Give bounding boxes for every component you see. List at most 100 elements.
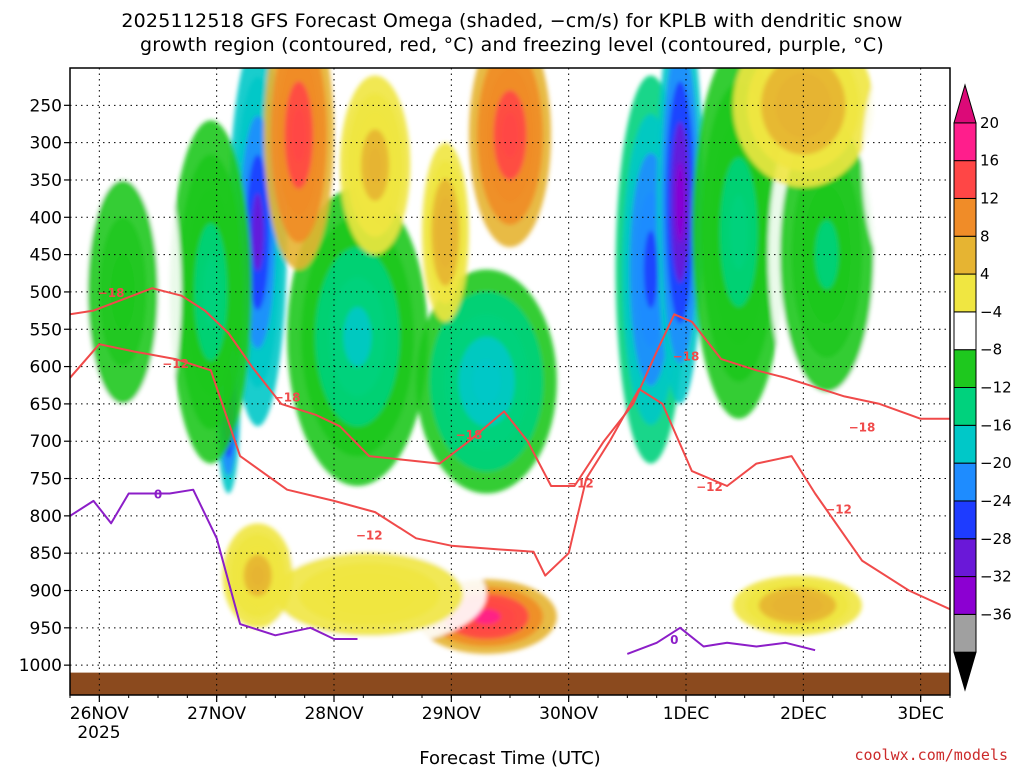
colorbar-end-high	[953, 83, 977, 124]
contour-labels: −18 −18 −18 −18 −18 −12 −12 −12 −12 −12 0 0	[98, 286, 876, 647]
omega-cell-rising-5-4	[643, 230, 658, 309]
contour-label--12-4: −12	[825, 502, 852, 516]
colorbar: 20 16 12 8 4 −4 −8 −12 −16 −20 −24 −28 −32 −36	[953, 83, 1012, 692]
colorbar-bin-7	[953, 387, 977, 426]
omega-shading	[70, 68, 933, 654]
colorbar-label-10: −24	[980, 492, 1012, 510]
omega-cell-sinking-16-4	[250, 565, 265, 587]
x-axis-year-label: 2025	[77, 723, 120, 743]
omega-cell-rising-0-4	[251, 193, 264, 272]
colorbar-label-13: −36	[980, 605, 1012, 623]
omega-cell-rising-6-4	[675, 162, 685, 243]
colorbar-label-5: −4	[980, 303, 1002, 321]
colorbar-bin-5	[953, 462, 977, 502]
x-tick-label-6: 2DEC	[780, 704, 827, 724]
contour-label--12-2: −12	[567, 476, 594, 490]
omega-cell-rising-9-4	[111, 254, 135, 330]
omega-cell-sinking-17-4	[789, 88, 818, 122]
contour-label-0-0: 0	[154, 487, 162, 501]
contour-label-0b-0: 0	[670, 633, 678, 647]
omega-cell-sinking-10-4	[291, 108, 306, 163]
colorbar-label-7: −12	[980, 379, 1012, 397]
colorbar-bin-13	[953, 160, 977, 199]
colorbar-bin-10	[953, 273, 977, 313]
contour-lines	[70, 287, 950, 655]
omega-cell-rising-4-4	[472, 359, 501, 404]
contour-label--12-1: −12	[356, 529, 383, 543]
y-tick-label-550: 550	[30, 320, 62, 340]
y-tick-label-650: 650	[30, 395, 62, 415]
colorbar-label-11: −28	[980, 530, 1012, 548]
x-tick-label-2: 28NOV	[304, 704, 363, 724]
omega-cell-rising-3-4	[343, 306, 372, 367]
y-tick-label-750: 750	[30, 470, 62, 490]
omega-cell-rising-2-4	[202, 257, 220, 327]
contour-line--12	[70, 343, 950, 611]
omega-cell-rising-8-4	[815, 220, 839, 289]
x-tick-label-7: 3DEC	[897, 704, 944, 724]
omega-cell-rising-7-4	[729, 194, 749, 270]
ground-layer	[70, 672, 950, 695]
contour-label--18-2: −18	[456, 428, 483, 442]
chart-title-line1: 2025112518 GFS Forecast Omega (shaded, −…	[121, 10, 902, 32]
y-tick-label-600: 600	[30, 358, 62, 378]
chart-title-line2: growth region (contoured, red, °C) and f…	[140, 34, 884, 56]
x-tick-label-0: 26NOV	[70, 704, 129, 724]
omega-cell-sinking-18-4	[784, 599, 811, 612]
x-axis-title: Forecast Time (UTC)	[419, 748, 600, 768]
contour-label--18-1: −18	[274, 390, 301, 404]
colorbar-label-6: −8	[980, 341, 1002, 359]
y-tick-label-250: 250	[30, 96, 62, 116]
credit-text: coolwx.com/models	[854, 746, 1008, 764]
y-tick-label-350: 350	[30, 171, 62, 191]
contour-label--12-0: −12	[162, 357, 189, 371]
colorbar-label-4: 4	[980, 265, 990, 283]
y-tick-label-850: 850	[30, 544, 62, 564]
colorbar-bin-2	[953, 576, 977, 615]
omega-cell-sinking-19-4	[890, 142, 905, 188]
y-tick-label-300: 300	[30, 134, 62, 154]
contour-line-0	[70, 488, 358, 640]
y-tick-label-900: 900	[30, 582, 62, 602]
omega-cell-sinking-15-4	[345, 583, 393, 605]
colorbar-bin-12	[953, 197, 977, 237]
y-tick-label-450: 450	[30, 246, 62, 266]
ground-surface	[70, 672, 950, 695]
contour-line--18	[70, 287, 950, 487]
colorbar-label-3: 8	[980, 227, 990, 245]
y-tick-label-500: 500	[30, 283, 62, 303]
contour-label--18-0: −18	[98, 286, 125, 300]
x-axis: 26NOV 27NOV 28NOV 29NOV 30NOV 1DEC 2DEC 3DEC	[69, 695, 951, 724]
grid-lines	[70, 68, 950, 695]
y-axis: 250 300 350 400 450 500 550 600 650 700 750 800 850 9…	[19, 96, 70, 676]
x-tick-label-5: 1DEC	[663, 704, 710, 724]
colorbar-bin-6	[953, 424, 977, 464]
colorbar-bin-8	[953, 349, 977, 388]
y-tick-label-950: 950	[30, 619, 62, 639]
x-tick-label-1: 27NOV	[187, 704, 246, 724]
omega-cell-sinking-14-4	[472, 609, 501, 625]
contour-label--12-3: −12	[696, 480, 723, 494]
omega-cell-sinking-11-4	[368, 147, 383, 183]
colorbar-bin-3	[953, 538, 977, 578]
y-tick-label-700: 700	[30, 432, 62, 452]
omega-field	[70, 68, 933, 654]
colorbar-label-0: 20	[980, 114, 999, 132]
contour-label--18-4: −18	[849, 420, 876, 434]
colorbar-label-1: 16	[980, 152, 999, 170]
colorbar-bin-9	[953, 311, 977, 351]
omega-cell-sinking-12-4	[501, 112, 519, 158]
y-tick-label-400: 400	[30, 208, 62, 228]
contour-label--18-3: −18	[673, 349, 700, 363]
colorbar-bin-14	[953, 122, 977, 162]
colorbar-label-9: −20	[980, 454, 1012, 472]
colorbar-end-low	[953, 651, 977, 692]
omega-cell-sinking-13-4	[440, 214, 451, 251]
colorbar-bin-11	[953, 235, 977, 275]
colorbar-label-12: −32	[980, 568, 1012, 586]
colorbar-label-2: 12	[980, 189, 999, 207]
x-tick-label-3: 29NOV	[422, 704, 481, 724]
colorbar-bin-4	[953, 500, 977, 540]
colorbar-bin-1	[953, 613, 977, 653]
